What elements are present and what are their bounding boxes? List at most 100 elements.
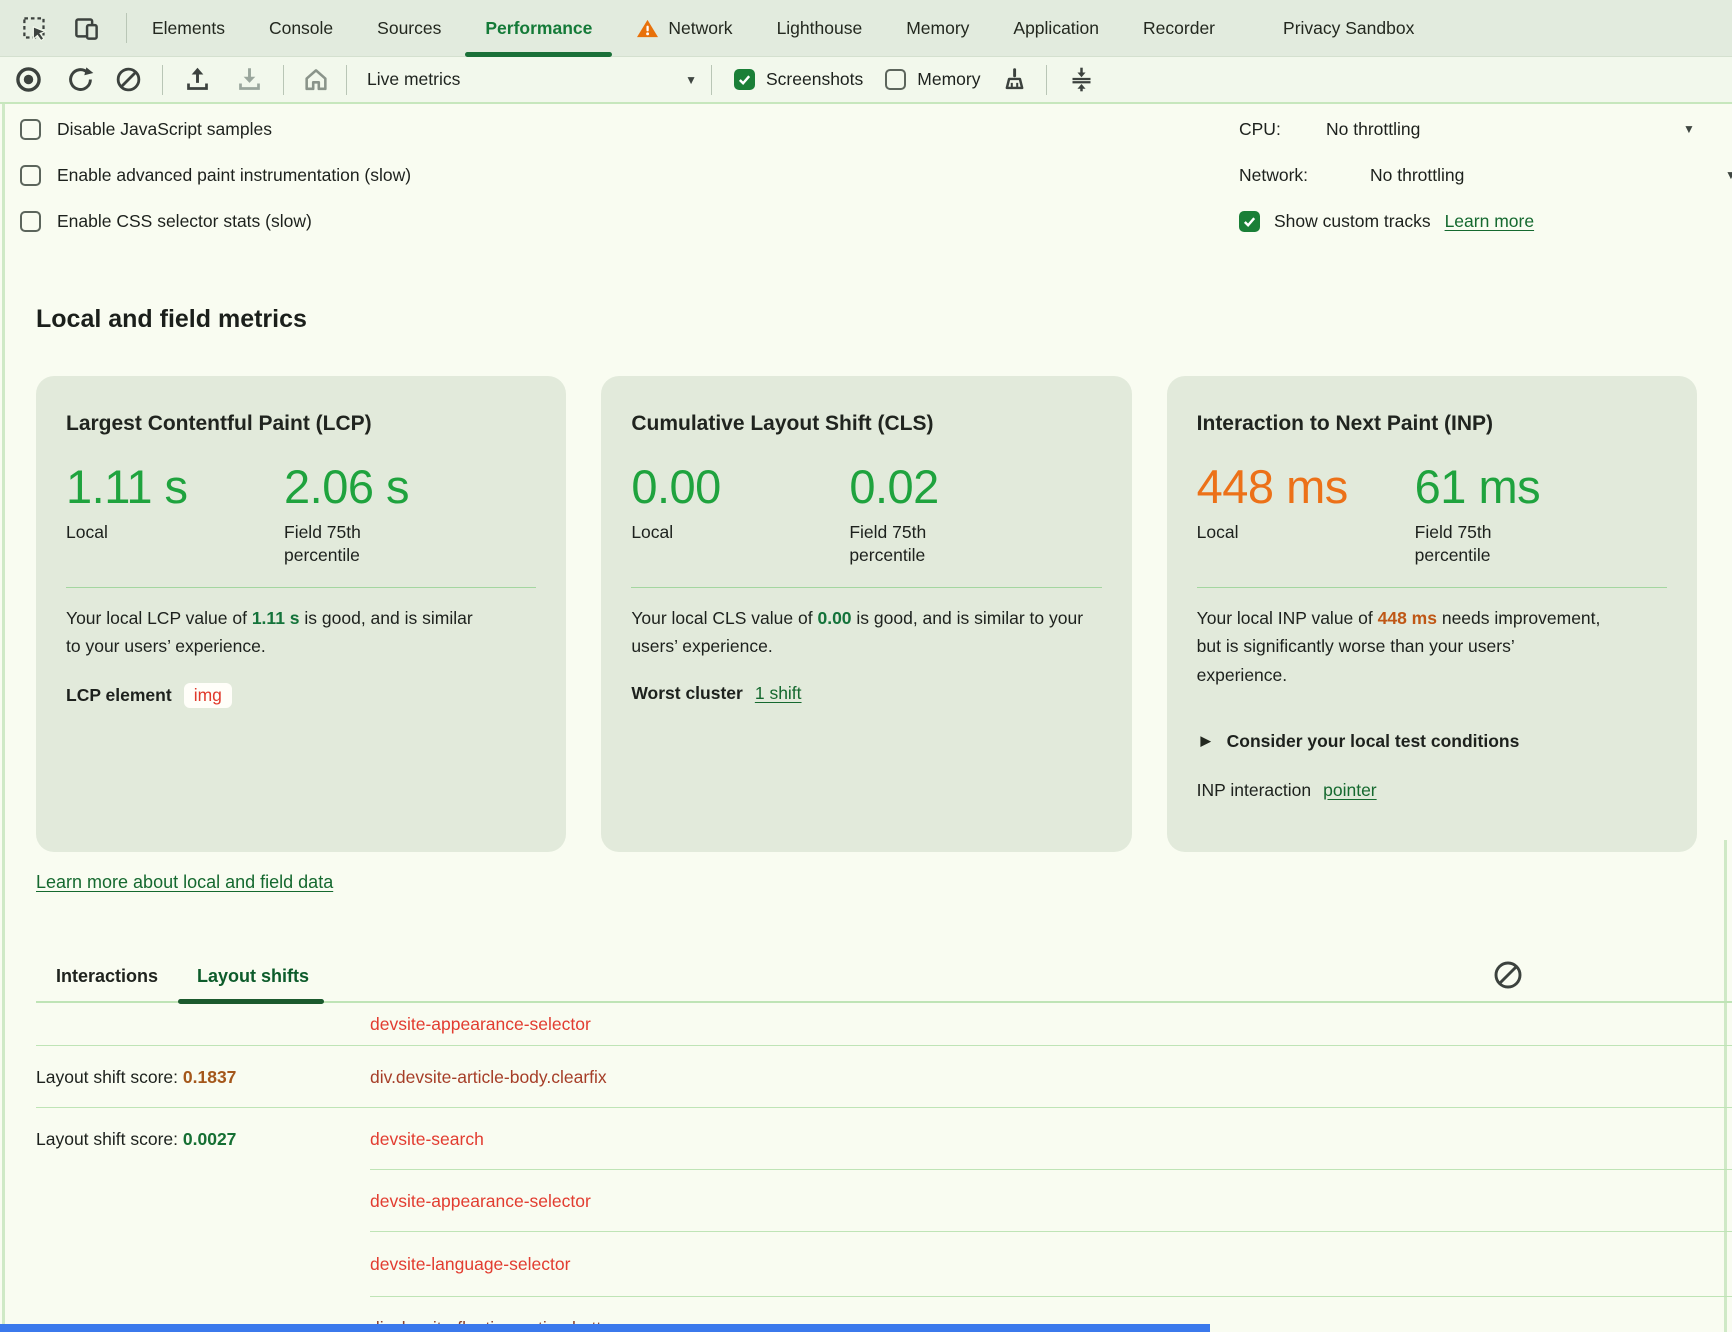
clear-icon[interactable] xyxy=(114,66,142,94)
tab-elements[interactable]: Elements xyxy=(152,17,225,38)
cls-description: Your local CLS value of 0.00 is good, an… xyxy=(631,607,1084,657)
cls-field-value: 0.02 xyxy=(849,460,939,513)
lcp-field-value: 2.06 s xyxy=(284,460,410,513)
section-title: Local and field metrics xyxy=(36,305,307,333)
table-row[interactable]: devsite-language-selector xyxy=(0,1232,1732,1297)
capture-settings: Disable JavaScript samples Enable advanc… xyxy=(0,106,1732,254)
inp-card: Interaction to Next Paint (INP) 448 ms L… xyxy=(1166,376,1697,852)
network-value: No throttling xyxy=(1370,164,1465,185)
local-test-conditions-expander[interactable]: ▶ Consider your local test conditions xyxy=(1200,730,1520,751)
checkbox-unchecked-icon xyxy=(20,118,41,140)
row-divider xyxy=(370,1168,1732,1170)
divider xyxy=(283,64,284,95)
reload-record-button[interactable] xyxy=(66,66,94,94)
lcp-card-title: Largest Contentful Paint (LCP) xyxy=(66,412,372,435)
inp-interaction-link[interactable]: pointer xyxy=(1323,779,1377,800)
inspect-element-icon[interactable] xyxy=(20,14,48,42)
table-row[interactable]: Layout shift score: 0.0027 devsite-searc… xyxy=(0,1108,1732,1170)
record-button[interactable] xyxy=(14,66,42,94)
card-divider xyxy=(1196,586,1667,588)
upload-profile-icon[interactable] xyxy=(183,66,211,94)
tab-sources[interactable]: Sources xyxy=(377,17,442,38)
custom-tracks-label: Show custom tracks xyxy=(1274,210,1431,231)
css-selector-stats-checkbox[interactable]: Enable CSS selector stats (slow) xyxy=(0,198,1732,244)
inp-description: Your local INP value of 448 ms needs imp… xyxy=(1196,607,1601,685)
divider xyxy=(162,64,163,95)
warning-icon xyxy=(636,18,659,39)
row-divider xyxy=(36,1106,1732,1108)
learn-more-link[interactable]: Learn more xyxy=(1444,210,1535,231)
network-label: Network: xyxy=(1239,164,1309,185)
lcp-field-label: Field 75th percentile xyxy=(284,522,361,566)
log-tab-divider xyxy=(36,1001,1732,1003)
shift-element-link[interactable]: devsite-search xyxy=(370,1128,484,1149)
shift-element-link[interactable]: div.devsite-article-body.clearfix xyxy=(370,1066,607,1087)
cls-local-value: 0.00 xyxy=(631,460,721,513)
home-icon[interactable] xyxy=(302,66,330,94)
device-toolbar-icon[interactable] xyxy=(72,14,100,42)
screenshots-checkbox[interactable]: Screenshots xyxy=(734,69,863,90)
collapse-panel-icon[interactable] xyxy=(1067,66,1095,94)
tab-layout-shifts[interactable]: Layout shifts xyxy=(178,950,325,1004)
throttling-settings: CPU: No throttling ▼ Network: No throttl… xyxy=(1239,106,1732,244)
memory-checkbox[interactable]: Memory xyxy=(885,69,980,90)
tab-network[interactable]: Network xyxy=(636,0,733,57)
cpu-throttling-select[interactable]: CPU: No throttling ▼ xyxy=(1239,106,1732,152)
content-left-border xyxy=(2,104,5,1332)
lcp-inline-value: 1.11 s xyxy=(251,607,300,628)
cls-card-title: Cumulative Layout Shift (CLS) xyxy=(631,412,934,435)
live-metrics-dropdown[interactable]: Live metrics ▼ xyxy=(367,69,697,90)
worst-cluster-label: Worst cluster xyxy=(631,682,743,703)
inp-interaction-label: INP interaction xyxy=(1196,779,1312,800)
tab-privacy-sandbox[interactable]: Privacy Sandbox xyxy=(1283,17,1415,38)
shift-score: 0.1837 xyxy=(182,1066,237,1087)
window-bottom-edge xyxy=(0,1324,1210,1332)
table-row[interactable]: devsite-appearance-selector xyxy=(0,1170,1732,1232)
clear-log-icon[interactable] xyxy=(1492,959,1524,991)
worst-cluster-link[interactable]: 1 shift xyxy=(754,682,802,703)
chevron-down-icon: ▼ xyxy=(685,72,697,87)
custom-tracks-checkbox[interactable] xyxy=(1239,210,1260,232)
tab-recorder[interactable]: Recorder xyxy=(1143,17,1216,38)
network-throttling-select[interactable]: Network: No throttling ▼ xyxy=(1239,152,1732,198)
table-row[interactable]: Layout shift score: 0.1837 div.devsite-a… xyxy=(0,1046,1732,1108)
shift-element-link[interactable]: devsite-appearance-selector xyxy=(370,1190,591,1211)
cls-local-label: Local xyxy=(631,522,674,543)
download-profile-icon[interactable] xyxy=(235,66,263,94)
log-tab-bar: Interactions Layout shifts xyxy=(36,950,1732,1004)
lcp-element-chip[interactable]: img xyxy=(183,682,232,708)
tab-memory[interactable]: Memory xyxy=(906,17,970,38)
inp-local-value: 448 ms xyxy=(1196,460,1349,513)
inp-inline-value: 448 ms xyxy=(1377,607,1437,628)
devtools-tab-bar: Elements Console Sources Performance Net… xyxy=(0,0,1732,57)
lcp-element-label: LCP element xyxy=(66,684,172,705)
garbage-collect-icon[interactable] xyxy=(1000,66,1028,94)
tab-interactions[interactable]: Interactions xyxy=(56,965,159,986)
advanced-paint-instrumentation-checkbox[interactable]: Enable advanced paint instrumentation (s… xyxy=(0,152,1732,198)
card-divider xyxy=(66,586,537,588)
shift-element-link[interactable]: devsite-appearance-selector xyxy=(370,1014,591,1034)
show-custom-tracks-row: Show custom tracks Learn more xyxy=(1239,198,1732,244)
inp-card-title: Interaction to Next Paint (INP) xyxy=(1196,412,1494,435)
tab-lighthouse[interactable]: Lighthouse xyxy=(776,17,863,38)
lcp-local-value: 1.11 s xyxy=(66,460,188,513)
checkbox-checked-icon xyxy=(734,69,755,90)
tab-console[interactable]: Console xyxy=(268,17,334,38)
tab-application[interactable]: Application xyxy=(1013,17,1100,38)
lcp-card: Largest Contentful Paint (LCP) 1.11 s Lo… xyxy=(36,376,567,852)
shift-element-link[interactable]: devsite-language-selector xyxy=(370,1254,571,1274)
chevron-down-icon: ▼ xyxy=(1683,122,1695,136)
live-metrics-label: Live metrics xyxy=(367,69,461,89)
lcp-description: Your local LCP value of 1.11 s is good, … xyxy=(66,607,473,657)
table-row[interactable]: devsite-appearance-selector xyxy=(0,1003,1732,1046)
learn-more-field-data-link[interactable]: Learn more about local and field data xyxy=(36,872,334,892)
disable-js-samples-checkbox[interactable]: Disable JavaScript samples xyxy=(0,106,1732,152)
checkbox-unchecked-icon xyxy=(20,210,41,232)
cls-card: Cumulative Layout Shift (CLS) 0.00 Local… xyxy=(601,376,1132,852)
tab-performance[interactable]: Performance xyxy=(465,0,613,57)
lcp-local-label: Local xyxy=(66,522,108,543)
cls-field-label: Field 75th percentile xyxy=(849,522,927,566)
checkbox-unchecked-icon xyxy=(885,69,907,90)
disclosure-triangle-icon: ▶ xyxy=(1200,733,1211,749)
